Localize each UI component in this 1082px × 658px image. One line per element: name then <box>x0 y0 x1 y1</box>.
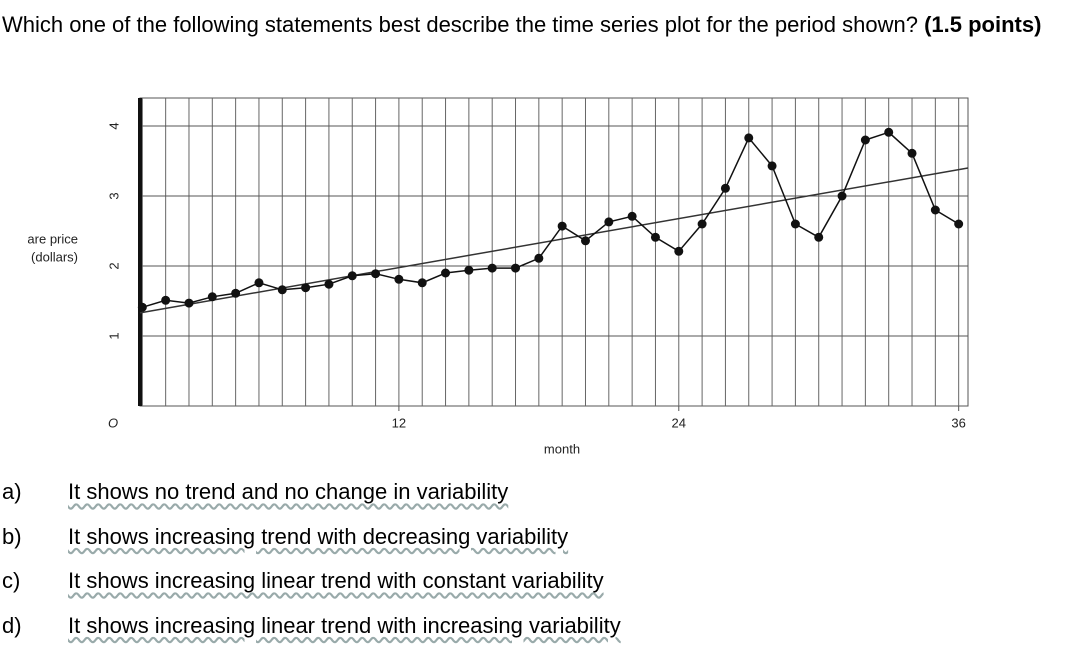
option-letter: d) <box>2 612 22 638</box>
data-point <box>627 211 637 221</box>
data-point <box>161 295 171 305</box>
y-axis-label: (dollars) <box>31 249 78 264</box>
data-point <box>744 133 754 143</box>
data-point <box>207 292 217 302</box>
option-letter: a) <box>2 479 22 504</box>
question-points: (1.5 points) <box>924 12 1042 37</box>
data-point <box>557 221 567 231</box>
data-point <box>580 236 590 246</box>
y-tick-label: 1 <box>106 332 121 339</box>
data-point <box>534 253 544 263</box>
question: Which one of the following statements be… <box>2 8 1072 41</box>
data-point <box>394 274 404 284</box>
y-tick-label: 4 <box>106 122 121 129</box>
data-point <box>930 205 940 215</box>
data-point <box>511 263 521 273</box>
option-text: It shows increasing trend with decreasin… <box>68 523 569 549</box>
data-point <box>464 265 474 275</box>
option[interactable]: d) It shows increasing linear trend with … <box>2 612 621 639</box>
data-point <box>954 219 964 229</box>
plot-area <box>139 97 969 407</box>
data-point <box>650 232 660 242</box>
x-tick-label: 12 <box>392 415 406 430</box>
y-tick-label: 2 <box>106 262 121 269</box>
data-point <box>347 271 357 281</box>
data-point <box>674 246 684 256</box>
data-point <box>324 279 334 289</box>
data-point <box>790 219 800 229</box>
data-point <box>884 127 894 137</box>
data-point <box>417 278 427 288</box>
data-point <box>487 263 497 273</box>
data-point <box>604 217 614 227</box>
data-point <box>767 161 777 171</box>
data-point <box>184 298 194 308</box>
y-tick-label: 3 <box>106 192 121 199</box>
data-point <box>907 148 917 158</box>
data-point <box>277 285 287 295</box>
option-text: It shows increasing linear trend with in… <box>68 612 621 638</box>
option[interactable]: c) It shows increasing linear trend with … <box>2 568 604 594</box>
x-tick-label: 24 <box>672 415 686 430</box>
data-point <box>254 278 264 288</box>
option-text: It shows increasing linear trend with co… <box>68 568 604 593</box>
data-point <box>814 232 824 242</box>
data-point <box>697 219 707 229</box>
x-tick-label: O <box>108 415 118 430</box>
data-point <box>837 191 847 201</box>
data-point <box>441 268 451 278</box>
data-point <box>720 183 730 193</box>
option[interactable]: b) It shows increasing trend with decreas… <box>2 523 568 550</box>
x-tick-label: 36 <box>951 415 965 430</box>
option[interactable]: a) It shows no trend and no change in var… <box>2 479 508 505</box>
question-text: Which one of the following statements be… <box>2 12 918 37</box>
y-axis-label: are price <box>27 231 78 246</box>
x-axis-label: month <box>544 441 580 456</box>
option-letter: c) <box>2 568 21 593</box>
data-point <box>860 135 870 145</box>
data-point <box>137 302 147 312</box>
option-letter: b) <box>2 523 22 549</box>
data-point <box>231 288 241 298</box>
option-text: It shows no trend and no change in varia… <box>68 479 509 504</box>
data-point <box>371 269 381 279</box>
data-point <box>301 283 311 293</box>
